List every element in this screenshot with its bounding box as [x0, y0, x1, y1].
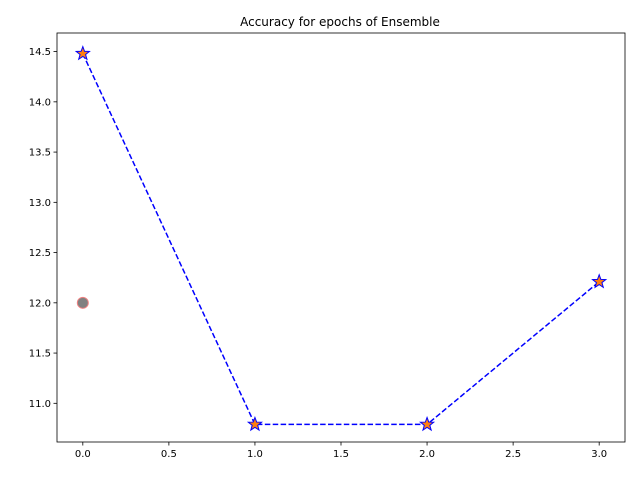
y-tick-label: 12.0	[29, 298, 51, 309]
y-tick-label: 14.0	[29, 97, 51, 108]
y-tick-label: 14.5	[29, 47, 51, 58]
y-tick-label: 13.0	[29, 198, 51, 209]
y-tick-label: 12.5	[29, 248, 51, 259]
star-marker-point	[246, 415, 263, 432]
plot-area: 0.0 0.5 1.0 1.5 2.0 2.5 3.0 11.0 11.5 12.0 12.5 13.…	[29, 32, 626, 460]
star-marker-point	[74, 45, 91, 61]
x-tick-label: 1.0	[247, 449, 263, 460]
y-tick-label: 11.5	[29, 349, 51, 360]
x-tick-label: 2.0	[419, 449, 435, 460]
x-tick-label: 0.5	[161, 449, 177, 460]
star-marker-point	[419, 415, 436, 432]
y-tick-label: 11.0	[29, 399, 51, 410]
y-tick-label: 13.5	[29, 148, 51, 159]
chart-title: Accuracy for epochs of Ensemble	[240, 15, 440, 29]
series-line-0	[82, 53, 600, 426]
star-marker-point	[591, 273, 608, 289]
x-tick-label: 2.5	[505, 449, 521, 460]
circle-marker-point	[76, 296, 89, 309]
x-tick-label: 3.0	[591, 449, 607, 460]
x-tick-label: 1.5	[333, 449, 349, 460]
x-tick-label: 0.0	[75, 449, 91, 460]
